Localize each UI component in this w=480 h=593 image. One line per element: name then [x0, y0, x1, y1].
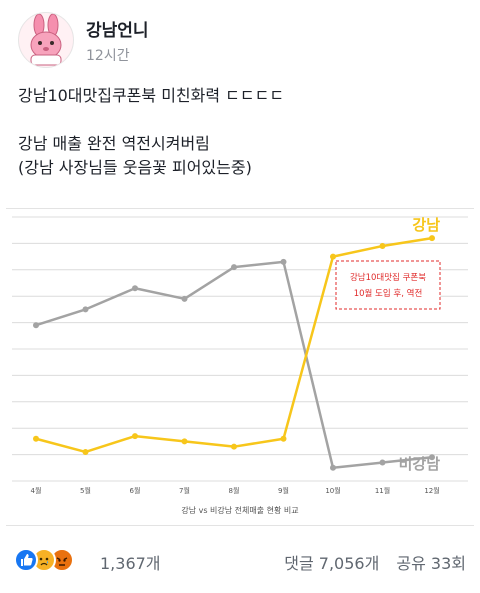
data-point — [231, 443, 237, 450]
author-name[interactable]: 강남언니 — [86, 21, 149, 41]
avatar[interactable] — [18, 12, 74, 68]
data-point — [231, 264, 237, 271]
data-point — [429, 454, 435, 461]
annotation-text: 10월 도입 후, 역전 — [354, 288, 423, 299]
comment-count[interactable]: 댓글 7,056개 — [284, 554, 380, 573]
data-point — [280, 435, 287, 442]
share-count[interactable]: 공유 33회 — [396, 554, 466, 573]
data-point — [33, 322, 39, 329]
x-tick-label: 9월 — [278, 486, 289, 495]
data-point — [82, 448, 89, 455]
x-tick-label: 6월 — [130, 486, 141, 495]
data-point — [82, 306, 89, 313]
data-point — [132, 433, 138, 440]
annotation-text: 강남10대맛집 쿠폰북 — [350, 272, 426, 283]
chart-title: 강남 vs 비강남 전체매출 현황 비교 — [181, 505, 298, 515]
x-tick-label: 11월 — [375, 486, 390, 495]
x-tick-label: 10월 — [325, 486, 340, 495]
data-point — [181, 438, 188, 445]
post-timestamp[interactable]: 12시간 — [86, 48, 130, 64]
data-point — [132, 285, 138, 292]
x-tick-label: 4월 — [31, 486, 42, 495]
x-tick-label: 12월 — [424, 486, 439, 495]
post-footer: 1,367개 댓글 7,056개 공유 33회 — [14, 538, 466, 582]
reaction-count[interactable]: 1,367개 — [100, 554, 161, 573]
data-point — [379, 459, 386, 466]
post-text: 강남10대맛집쿠폰북 미친화력 ㄷㄷㄷㄷ 강남 매출 완전 역전시켜버림 (강남… — [18, 86, 285, 177]
data-point — [379, 243, 386, 250]
data-point — [330, 253, 336, 260]
rabbit-avatar-icon — [19, 13, 73, 67]
data-point — [429, 235, 435, 242]
x-tick-label: 7월 — [179, 486, 190, 495]
x-tick-label: 8월 — [229, 486, 240, 495]
data-point — [181, 295, 188, 302]
reaction-icons[interactable] — [14, 546, 84, 574]
data-point — [33, 435, 39, 442]
series-label: 비강남 — [399, 455, 441, 473]
annotation-box — [335, 260, 441, 310]
data-point — [330, 464, 336, 471]
post-header: 강남언니 12시간 — [18, 12, 458, 68]
like-icon — [14, 548, 38, 572]
post-stats: 댓글 7,056개 공유 33회 — [272, 550, 466, 574]
series-label: 강남 — [412, 216, 440, 234]
data-point — [280, 258, 287, 265]
x-tick-label: 5월 — [80, 486, 91, 495]
